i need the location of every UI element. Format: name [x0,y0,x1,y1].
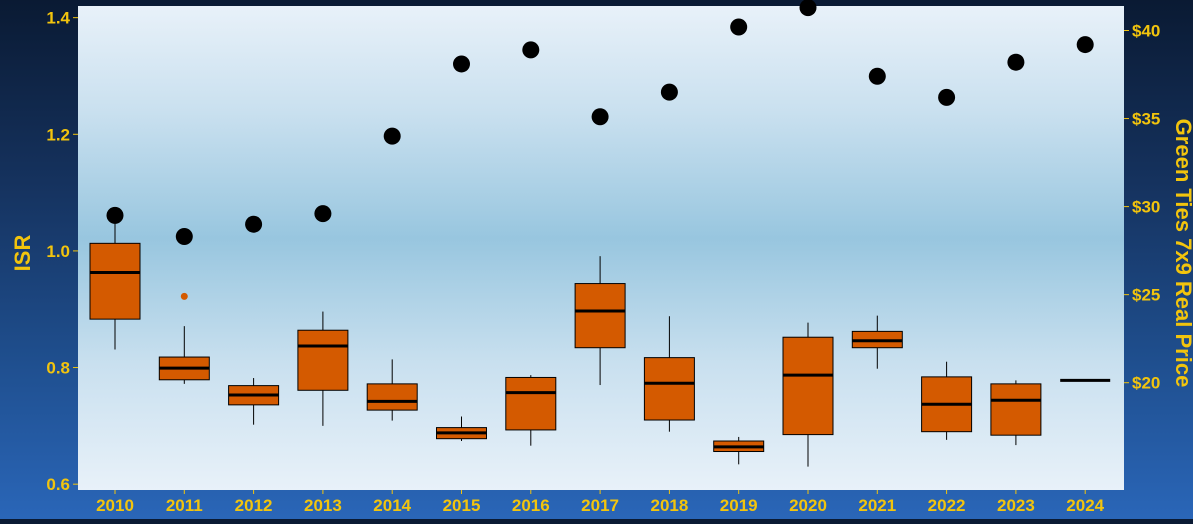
x-tick-label: 2021 [858,496,896,515]
boxplot-layer [89,215,1111,467]
y2-axis-title: Green Ties 7x9 Real Price [1171,119,1193,388]
boxplot-2012 [228,378,280,425]
x-tick-label: 2018 [650,496,688,515]
price-dot-layer [106,0,1094,246]
boxplot-2018 [643,316,695,432]
price-dot-2017 [591,108,609,126]
boxplot-2010 [89,215,141,350]
y2-tick-label: $20 [1132,374,1160,393]
x-tick-label: 2020 [789,496,827,515]
price-dot-2022 [938,88,956,106]
price-dot-2016 [522,41,540,59]
price-dot-2021 [868,67,886,85]
y-axis-title: ISR [10,235,35,272]
boxplot-2023 [990,380,1042,446]
x-tick-label: 2022 [928,496,966,515]
boxplot-2021 [851,315,903,369]
price-dot-2013 [314,205,332,223]
y-tick-label: 0.8 [46,359,70,378]
price-dot-2024 [1076,36,1094,54]
y-tick-label: 0.6 [46,475,70,494]
price-dot-2012 [245,215,263,233]
box-iqr [990,383,1042,436]
y2-tick-label: $35 [1132,110,1160,129]
y2-tick-label: $25 [1132,286,1160,305]
x-tick-label: 2015 [443,496,481,515]
x-tick-label: 2019 [720,496,758,515]
boxplot-2013 [297,311,349,426]
y-tick-label: 1.0 [46,242,70,261]
x-tick-label: 2011 [166,496,203,515]
price-dot-2019 [730,18,748,36]
price-dot-2011 [175,228,193,246]
boxplot-2015 [436,416,487,442]
boxplot-2017 [574,256,626,386]
box-iqr [366,383,418,411]
y2-tick-label: $40 [1132,21,1160,40]
x-tick-label: 2017 [581,496,619,515]
axes-layer: 0.6 0.8 1.0 1.2 1.4 $20 $25 $30 $35 $40 2010 2011 20… [46,9,1160,515]
boxplot-2011 [158,292,210,384]
x-tick-label: 2024 [1066,496,1104,515]
box-iqr [782,336,834,436]
box-iqr [505,376,557,431]
x-tick-label: 2016 [512,496,550,515]
price-dot-2020 [799,0,817,17]
x-tick-label: 2010 [96,496,134,515]
price-dot-2023 [1007,53,1025,71]
price-dot-2010 [106,206,124,224]
price-dot-2018 [660,83,678,101]
y-tick-label: 1.4 [46,9,70,28]
x-tick-label: 2012 [235,496,273,515]
outlier-point [180,292,188,300]
x-tick-label: 2013 [304,496,342,515]
y2-tick-label: $30 [1132,198,1160,217]
price-dot-2014 [383,127,401,145]
boxplot-2020 [782,322,834,467]
boxplot-2016 [505,375,557,446]
boxplot-2022 [921,361,973,440]
x-tick-label: 2023 [997,496,1035,515]
price-dot-2015 [453,55,470,73]
box-iqr [574,283,626,349]
x-tick-label: 2014 [373,496,411,515]
boxplot-2019 [713,436,765,465]
boxplot-2014 [366,359,418,421]
box-iqr [89,242,141,320]
y-tick-label: 1.2 [46,125,70,144]
box-iqr [643,357,695,421]
box-iqr [297,329,349,391]
